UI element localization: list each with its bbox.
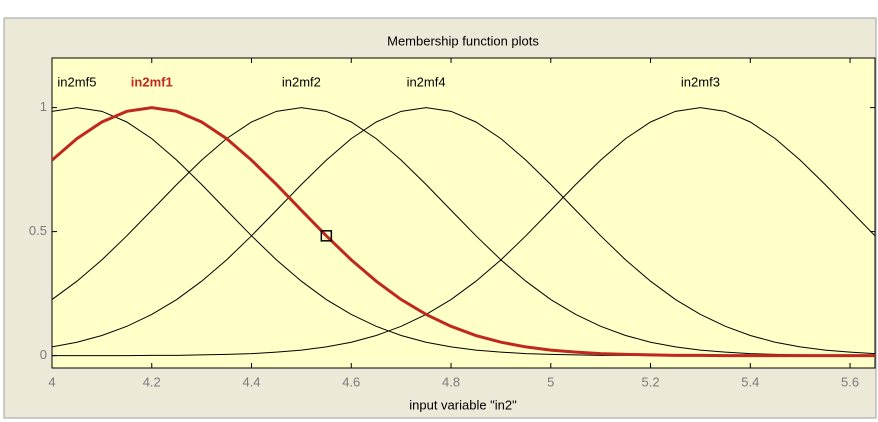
x-tick-label: 4.4 [242,374,260,389]
x-tick-label: 5.4 [741,374,759,389]
y-tick-label: 0 [40,347,47,362]
mf-label: in2mf5 [57,74,96,89]
mf-label: in2mf3 [681,74,720,89]
x-tick-label: 4.6 [342,374,360,389]
mf-label: in2mf4 [407,74,446,89]
mf-curve [52,107,875,357]
mf-label: in2mf1 [131,74,173,89]
y-tick-label: 1 [40,99,47,114]
x-tick-label: 5.6 [841,374,859,389]
y-tick-label: 0.5 [29,223,47,238]
chart-title: Membership function plots [387,33,539,48]
x-tick-label: 4 [48,374,55,389]
x-tick-label: 4.2 [143,374,161,389]
x-tick-label: 5.2 [642,374,660,389]
x-tick-label: 5 [547,374,554,389]
x-axis-label: input variable "in2" [409,397,517,412]
x-tick-label: 4.8 [442,374,460,389]
plot-area [51,57,876,369]
selection-marker [320,230,333,242]
mf-curve [52,107,875,355]
mf-curve [52,106,875,358]
mf-label: in2mf2 [282,74,321,89]
